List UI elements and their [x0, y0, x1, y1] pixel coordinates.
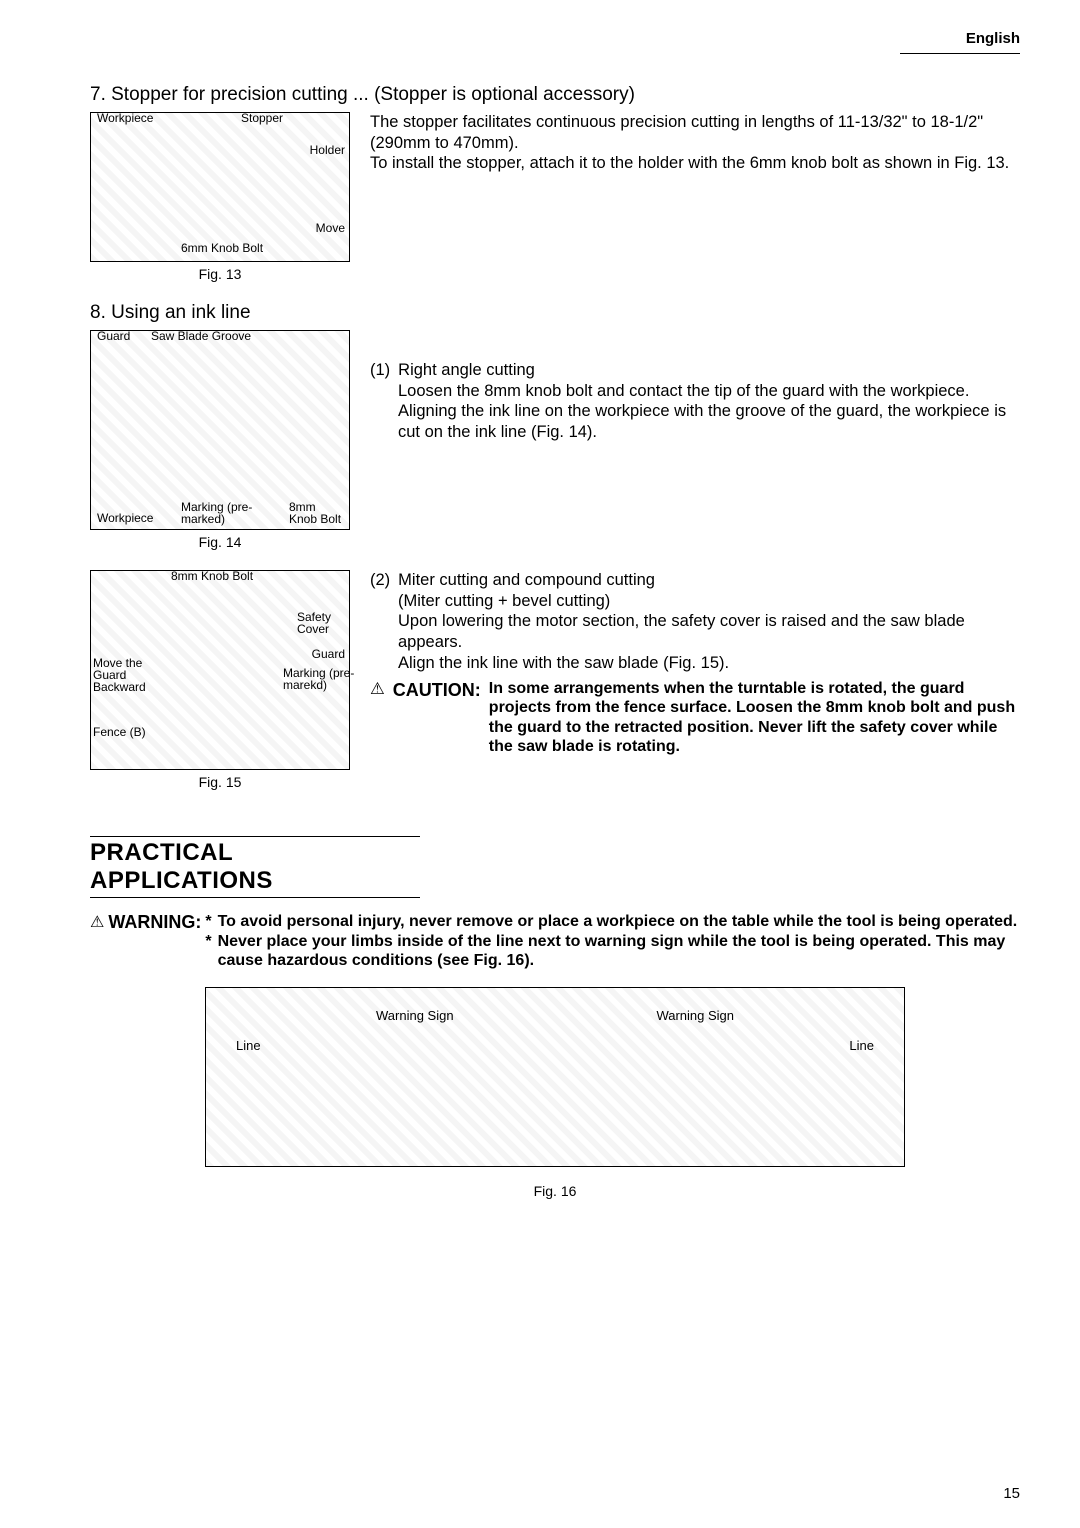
item2-body: (Miter cutting + bevel cutting) Upon low… [398, 591, 1020, 674]
item1-para2: Aligning the ink line on the workpiece w… [398, 401, 1020, 442]
fig16-label-warn-right: Warning Sign [656, 1008, 734, 1023]
bullet-marker: * [205, 932, 211, 971]
item1-num: (1) [370, 360, 390, 381]
fig16-label-warn-left: Warning Sign [376, 1008, 454, 1023]
section-8-row1: Guard Saw Blade Groove Workpiece Marking… [90, 330, 1020, 550]
warning-b1-text: To avoid personal injury, never remove o… [218, 912, 1018, 932]
language-rule [900, 53, 1020, 54]
fig15-label-fence: Fence (B) [93, 725, 146, 739]
item2-subtitle: (Miter cutting + bevel cutting) [398, 591, 1020, 612]
section-8-row2: 8mm Knob Bolt Safety Cover Guard Marking… [90, 570, 1020, 790]
section-7-text: The stopper facilitates continuous preci… [370, 112, 1020, 282]
fig15-label-safety: Safety Cover [297, 611, 345, 635]
fig16-image: Line Warning Sign Warning Sign Line [205, 987, 905, 1167]
item2-para1: Upon lowering the motor section, the saf… [398, 611, 1020, 652]
warning-b2-text: Never place your limbs inside of the lin… [218, 932, 1020, 971]
item2-row: (2) Miter cutting and compound cutting [370, 570, 1020, 591]
section-8-heading: 8. Using an ink line [90, 302, 1020, 324]
fig14-caption: Fig. 14 [90, 534, 350, 550]
warning-block: ⚠ WARNING: * To avoid personal injury, n… [90, 912, 1020, 971]
caution-text: In some arrangements when the turntable … [489, 679, 1020, 756]
section-7-heading: 7. Stopper for precision cutting ... (St… [90, 84, 1020, 106]
fig13-label-move: Move [316, 221, 345, 235]
item2-title: Miter cutting and compound cutting [398, 570, 655, 591]
fig13-image: Workpiece Stopper Holder Move 6mm Knob B… [90, 112, 350, 262]
fig14-label-knob: 8mm Knob Bolt [289, 501, 345, 525]
item2-para2: Align the ink line with the saw blade (F… [398, 653, 1020, 674]
bullet-marker: * [205, 912, 211, 932]
fig16-caption: Fig. 16 [90, 1183, 1020, 1199]
fig16-label-line-right: Line [849, 1038, 874, 1053]
fig15-label-marking: Marking (pre-marekd) [283, 667, 361, 691]
fig13-caption: Fig. 13 [90, 266, 350, 282]
page-number: 15 [1003, 1485, 1020, 1502]
fig13-label-stopper: Stopper [241, 111, 283, 125]
warning-icon: ⚠ [370, 679, 385, 756]
fig15-box: 8mm Knob Bolt Safety Cover Guard Marking… [90, 570, 350, 790]
warning-icon: ⚠ [90, 912, 104, 971]
applications-heading: PRACTICAL APPLICATIONS [90, 836, 420, 898]
fig15-image: 8mm Knob Bolt Safety Cover Guard Marking… [90, 570, 350, 770]
fig13-label-knob: 6mm Knob Bolt [181, 241, 263, 255]
fig13-column: Workpiece Stopper Holder Move 6mm Knob B… [90, 112, 350, 282]
fig14-label-workpiece: Workpiece [97, 511, 153, 525]
fig14-label-marking: Marking (pre-marked) [181, 501, 261, 525]
fig15-label-knob: 8mm Knob Bolt [171, 569, 253, 583]
fig14-image: Guard Saw Blade Groove Workpiece Marking… [90, 330, 350, 530]
fig14-label-groove: Saw Blade Groove [151, 329, 251, 343]
section-7-para1: The stopper facilitates continuous preci… [370, 112, 1020, 153]
fig15-column: 8mm Knob Bolt Safety Cover Guard Marking… [90, 570, 350, 790]
warning-bullet-1: * To avoid personal injury, never remove… [205, 912, 1020, 932]
item1-title: Right angle cutting [398, 360, 535, 381]
caution-label: CAUTION: [393, 679, 481, 756]
language-label: English [90, 30, 1020, 47]
fig13-box: Workpiece Stopper Holder Move 6mm Knob B… [90, 112, 350, 282]
section-8-item1-text: (1) Right angle cutting Loosen the 8mm k… [370, 330, 1020, 550]
item1-row: (1) Right angle cutting [370, 360, 1020, 381]
item1-para1: Loosen the 8mm knob bolt and contact the… [398, 381, 1020, 402]
fig14-label-guard: Guard [97, 329, 130, 343]
section-8-item2-text: (2) Miter cutting and compound cutting (… [370, 570, 1020, 790]
fig14-box: Guard Saw Blade Groove Workpiece Marking… [90, 330, 350, 550]
fig15-caption: Fig. 15 [90, 774, 350, 790]
caution-block: ⚠ CAUTION: In some arrangements when the… [370, 679, 1020, 756]
fig16-wrap: Line Warning Sign Warning Sign Line Fig.… [90, 987, 1020, 1199]
warning-label: WARNING: [108, 912, 201, 971]
warning-bullet-2: * Never place your limbs inside of the l… [205, 932, 1020, 971]
warning-items: * To avoid personal injury, never remove… [205, 912, 1020, 971]
fig14-column: Guard Saw Blade Groove Workpiece Marking… [90, 330, 350, 550]
fig15-label-move: Move the Guard Backward [93, 657, 155, 693]
item1-body: Loosen the 8mm knob bolt and contact the… [398, 381, 1020, 443]
fig13-label-holder: Holder [310, 143, 345, 157]
fig13-label-workpiece: Workpiece [97, 111, 153, 125]
item2-num: (2) [370, 570, 390, 591]
fig15-label-guard: Guard [312, 647, 345, 661]
fig16-label-line-left: Line [236, 1038, 261, 1053]
section-7-row: Workpiece Stopper Holder Move 6mm Knob B… [90, 112, 1020, 282]
section-7-para2: To install the stopper, attach it to the… [370, 153, 1020, 174]
